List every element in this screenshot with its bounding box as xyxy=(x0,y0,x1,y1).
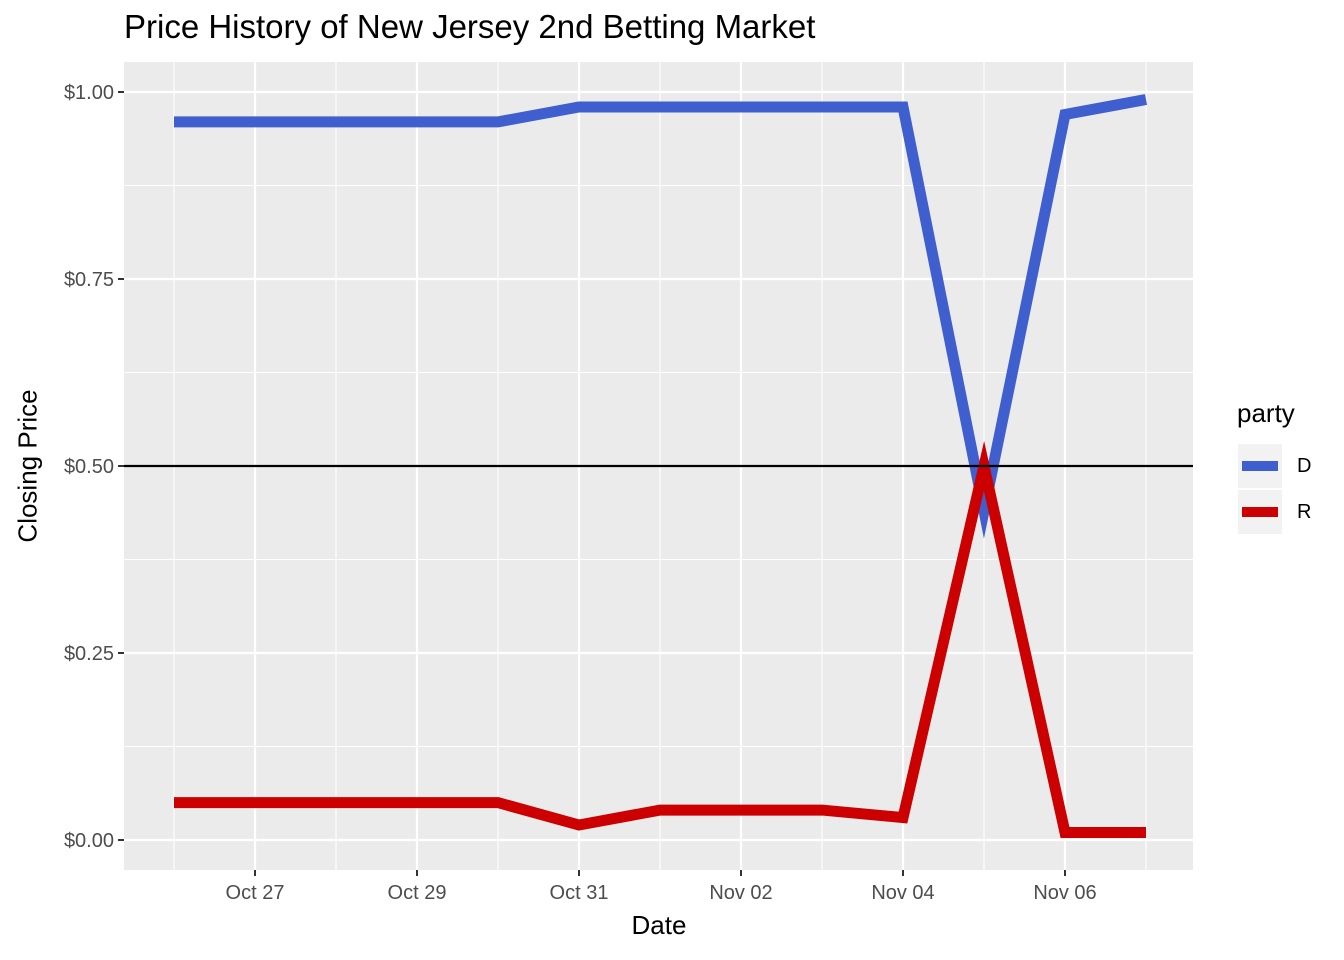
legend-swatch-r xyxy=(1242,507,1278,517)
legend-label-d: D xyxy=(1297,455,1312,477)
legend-label-r: R xyxy=(1297,501,1312,523)
x-tick-label: Oct 29 xyxy=(388,882,447,904)
series-line-d xyxy=(174,94,1147,539)
legend-swatch-d xyxy=(1242,461,1278,471)
x-tick-label: Oct 31 xyxy=(550,882,609,904)
legend-title: party xyxy=(1237,398,1295,428)
y-tick-label: $0.75 xyxy=(64,269,114,291)
legend-key-d xyxy=(1238,444,1282,488)
legend-key-r xyxy=(1238,490,1282,534)
chart-title: Price History of New Jersey 2nd Betting … xyxy=(124,8,816,45)
x-tick-label: Nov 06 xyxy=(1033,882,1096,904)
y-tick-label: $0.50 xyxy=(64,456,114,478)
x-tick-label: Nov 04 xyxy=(871,882,934,904)
y-tick-label: $0.00 xyxy=(64,830,114,852)
x-tick-label: Oct 27 xyxy=(226,882,285,904)
y-axis-label: Closing Price xyxy=(12,389,43,543)
x-axis-label: Date xyxy=(631,910,687,940)
x-tick-label: Nov 02 xyxy=(709,882,772,904)
y-tick-label: $0.25 xyxy=(64,643,114,665)
y-tick-label: $1.00 xyxy=(64,82,114,104)
